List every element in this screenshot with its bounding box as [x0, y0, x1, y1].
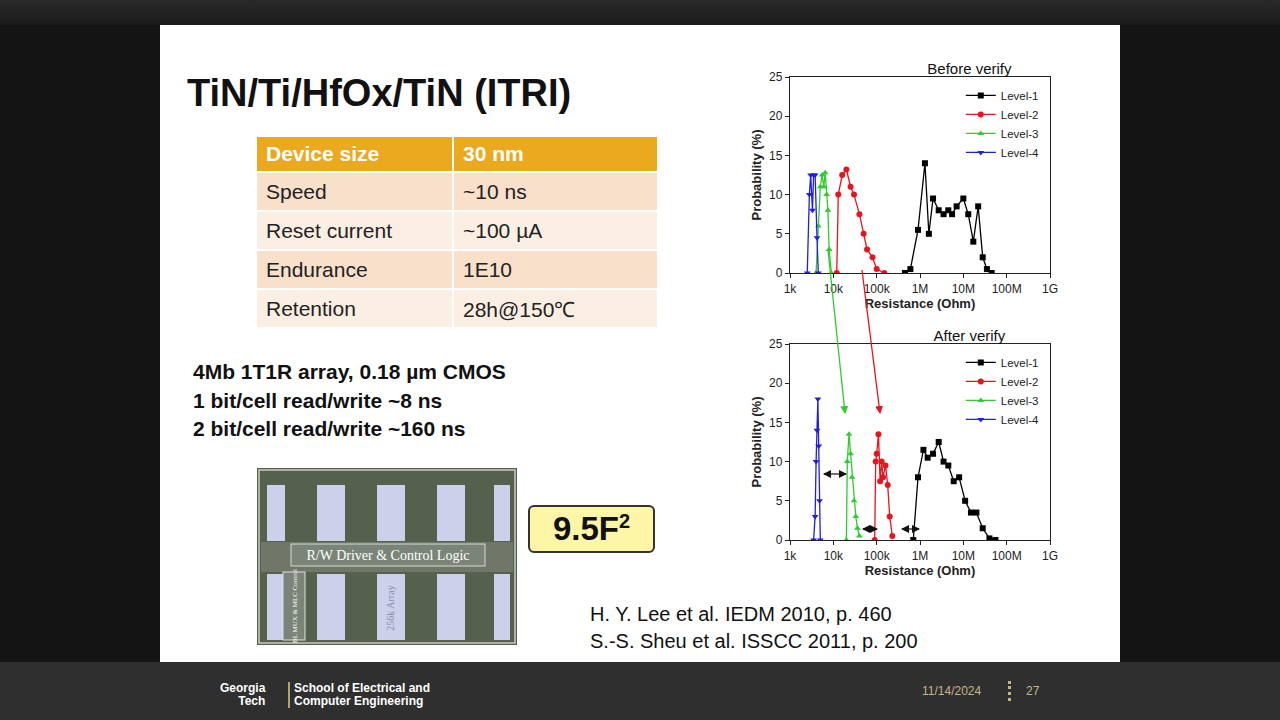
svg-text:Probability (%): Probability (%)	[749, 129, 764, 220]
html-text:Endurance: Endurance	[266, 257, 368, 281]
html-text:~10 ns: ~10 ns	[463, 179, 527, 203]
svg-text:1k: 1k	[784, 282, 798, 296]
svg-text:15: 15	[769, 416, 783, 430]
svg-text:5: 5	[776, 227, 783, 241]
html-text:Computer Engineering: Computer Engineering	[294, 694, 424, 708]
html-text:Georgia: Georgia	[220, 681, 266, 695]
svg-text:Level-4: Level-4	[1001, 414, 1039, 426]
svg-text:10M: 10M	[952, 549, 975, 563]
svg-text:0: 0	[776, 266, 783, 280]
svg-text:Level-1: Level-1	[1001, 357, 1039, 369]
svg-text:100M: 100M	[992, 549, 1022, 563]
svg-text:1G: 1G	[1042, 282, 1058, 296]
html-text:Reset current: Reset current	[266, 218, 393, 242]
svg-text:20: 20	[769, 109, 783, 123]
html-text:30 nm: 30 nm	[463, 142, 524, 165]
svg-text:1G: 1G	[1042, 549, 1058, 563]
svg-text:Probability (%): Probability (%)	[749, 396, 764, 487]
svg-text:Before verify: Before verify	[927, 60, 1012, 77]
svg-text:10: 10	[769, 455, 783, 469]
svg-text:Level-4: Level-4	[1001, 147, 1039, 159]
html-text:Tech: Tech	[238, 694, 266, 708]
html-text:School of Electrical and: School of Electrical and	[294, 681, 430, 695]
html-text:1E10: 1E10	[463, 257, 512, 281]
svg-text:256k Array: 256k Array	[385, 585, 396, 630]
html-text:2 bit/cell read/write ~160 ns: 2 bit/cell read/write ~160 ns	[193, 417, 466, 440]
svg-text:1k: 1k	[784, 549, 798, 563]
svg-text:10M: 10M	[952, 282, 975, 296]
html-text:S.-S. Sheu et al. ISSCC 2011,: S.-S. Sheu et al. ISSCC 2011, p. 200	[590, 630, 918, 652]
svg-text:After verify: After verify	[934, 327, 1006, 344]
html-text:TiN/Ti/HfOx/TiN (ITRI): TiN/Ti/HfOx/TiN (ITRI)	[187, 72, 572, 114]
svg-text:Level-3: Level-3	[1001, 395, 1039, 407]
html-text:27: 27	[1026, 684, 1040, 698]
svg-text:100k: 100k	[864, 549, 891, 563]
svg-text:100k: 100k	[864, 282, 891, 296]
html-text:11/14/2024: 11/14/2024	[922, 684, 982, 698]
html-text:Speed: Speed	[266, 179, 327, 203]
svg-text:Level-1: Level-1	[1001, 90, 1039, 102]
html-text:H. Y. Lee et al. IEDM 2010, p.: H. Y. Lee et al. IEDM 2010, p. 460	[590, 603, 892, 625]
svg-text:0: 0	[776, 533, 783, 547]
svg-text:Level-3: Level-3	[1001, 128, 1039, 140]
html-text:Device size: Device size	[266, 142, 380, 165]
html-text:28h@150℃: 28h@150℃	[463, 297, 576, 321]
html-text:Retention: Retention	[266, 296, 356, 320]
svg-text:25: 25	[769, 337, 783, 351]
svg-text:1M: 1M	[912, 282, 929, 296]
svg-text:10: 10	[769, 188, 783, 202]
svg-text:5: 5	[776, 494, 783, 508]
svg-text:R/W Driver & Control Logic: R/W Driver & Control Logic	[306, 548, 469, 563]
svg-text:25: 25	[769, 70, 783, 84]
svg-text:15: 15	[769, 149, 783, 163]
html-text:~100 µA: ~100 µA	[463, 218, 543, 242]
svg-text:10k: 10k	[824, 282, 844, 296]
svg-text:BL MUX & MLC Control: BL MUX & MLC Control	[291, 569, 299, 643]
svg-text:Resistance (Ohm): Resistance (Ohm)	[865, 296, 976, 311]
svg-text:1M: 1M	[912, 549, 929, 563]
svg-text:Level-2: Level-2	[1001, 376, 1039, 388]
svg-text:10k: 10k	[824, 549, 844, 563]
svg-text:100M: 100M	[992, 282, 1022, 296]
html-text:4Mb 1T1R array, 0.18 µm CMOS: 4Mb 1T1R array, 0.18 µm CMOS	[193, 360, 506, 383]
svg-text:20: 20	[769, 376, 783, 390]
html-text:9.5F2: 9.5F2	[552, 510, 631, 547]
html-text:1 bit/cell read/write ~8 ns: 1 bit/cell read/write ~8 ns	[193, 388, 443, 412]
svg-text:Resistance (Ohm): Resistance (Ohm)	[865, 563, 976, 578]
svg-text:Level-2: Level-2	[1001, 109, 1039, 121]
